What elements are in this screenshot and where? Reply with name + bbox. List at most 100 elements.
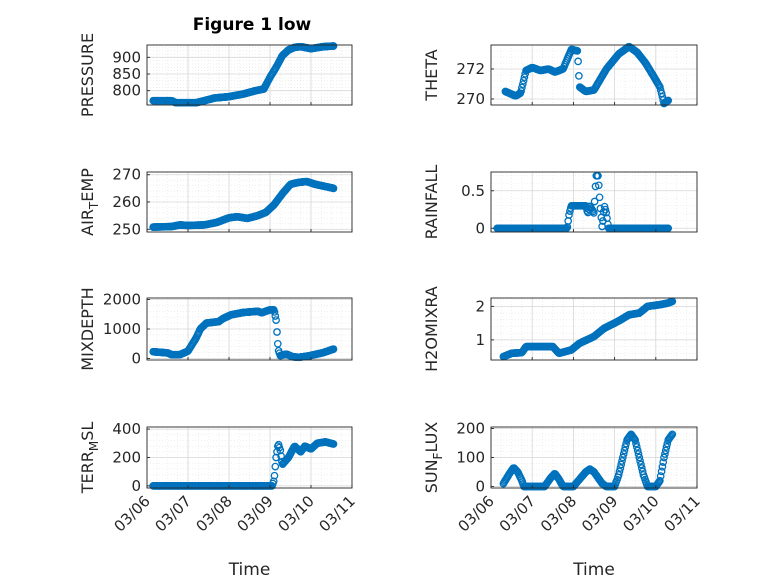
x-axis-label: Time [572,560,615,580]
data-point [664,224,673,233]
y-axis-label: PRESSURE [78,33,97,117]
subplot-air: 250 260 270 AIRTEMP [78,166,353,238]
data-point [595,193,604,202]
data-point [573,47,582,55]
data-point [619,450,628,458]
data-point [658,462,667,471]
axes-box [490,297,698,361]
data-point [661,450,669,458]
y-axis-label-main: SUN [422,459,441,493]
y-axis-label: SUNFLUX [422,422,445,494]
data-point [518,83,526,92]
y-tick-label: 272 [456,60,485,78]
y-tick-label: 200 [112,449,141,467]
axes-box [490,44,698,106]
data-point [329,440,338,448]
data-point [659,458,668,466]
y-tick-label: 270 [112,166,141,184]
y-axis-label-subscript: F [431,452,445,459]
y-tick-label: 250 [112,220,141,238]
y-tick-label: 260 [112,193,141,211]
data-point [591,182,600,191]
y-tick-label: 270 [456,90,485,108]
y-axis-label: MIXDEPTH [78,287,97,370]
data-point [273,339,282,348]
data-point [329,345,338,353]
data-point [614,471,623,479]
data-point [668,430,677,439]
x-axis-label: Time [228,560,271,580]
data-point [517,87,525,95]
data-point [575,72,583,80]
data-point [329,184,338,193]
data-point [661,446,670,455]
y-tick-label: 200 [456,419,485,437]
y-axis-label-rest: SL [78,422,97,441]
data-point [565,211,573,219]
y-tick-label: 400 [112,420,141,438]
data-point [662,443,671,451]
data-point [635,453,644,462]
figure-title: Figure 1 low [193,15,312,35]
y-tick-label: 850 [112,65,141,83]
data-point [637,460,645,469]
data-point [269,477,278,486]
data-point [273,328,281,336]
data-point [615,467,624,476]
data-point [270,308,279,316]
data-point [657,467,666,476]
y-tick-label: 2 [475,297,485,315]
y-tick-label: 0 [475,219,485,237]
y-tick-label: 1 [475,331,485,349]
data-point [664,96,673,105]
data-point [519,76,528,85]
y-axis-label-main: RAINFALL [422,165,441,240]
data-point [616,464,625,472]
data-point [574,57,582,66]
y-axis-label-subscript: M [87,441,101,451]
subplot-h2omixra: 1 2 H2OMIXRA [422,286,698,372]
y-tick-label: 900 [112,48,141,66]
y-axis-label-rest: LUX [422,422,441,453]
axes-box [490,171,698,233]
y-tick-label: 0 [131,350,141,368]
y-tick-label: 2000 [103,290,141,308]
y-axis-label: H2OMIXRA [422,286,441,372]
y-axis-label-main: AIR [78,209,97,236]
data-point [636,457,644,465]
data-point [271,462,280,471]
y-axis-label-rest: EMP [78,168,97,202]
data-point [660,453,668,462]
y-axis-label-main: THETA [422,49,441,101]
y-axis-label-main: TERR [78,451,97,494]
data-point [617,460,626,469]
data-point [594,171,602,180]
data-point [631,436,640,444]
subplot-mixdepth: 0 1000 2000 MIXDEPTH [78,287,353,371]
y-axis-label-main: H2OMIXRA [422,286,441,372]
y-axis-label: AIRTEMP [78,168,101,236]
data-point [632,439,640,448]
data-point [632,443,641,451]
y-tick-label: 0 [475,478,485,496]
data-point [329,42,338,50]
y-axis-label-subscript: T [87,201,101,210]
y-tick-label: 800 [112,82,141,100]
y-axis-label-main: PRESSURE [78,33,97,117]
y-tick-label: 0 [131,477,141,495]
data-point [271,312,280,320]
y-axis-label: TERRMSL [78,422,101,495]
data-point [272,316,280,324]
data-point [618,457,626,465]
data-point [634,450,643,458]
y-axis-label: THETA [422,49,441,101]
y-axis-label: RAINFALL [422,165,441,240]
data-point [589,209,598,217]
subplot-theta: 270 272 THETA [422,42,698,108]
data-point [270,471,279,480]
y-tick-label: 0.5 [461,182,485,200]
y-tick-label: 1000 [103,320,141,338]
y-axis-label-main: MIXDEPTH [78,287,97,370]
data-point [518,80,527,89]
